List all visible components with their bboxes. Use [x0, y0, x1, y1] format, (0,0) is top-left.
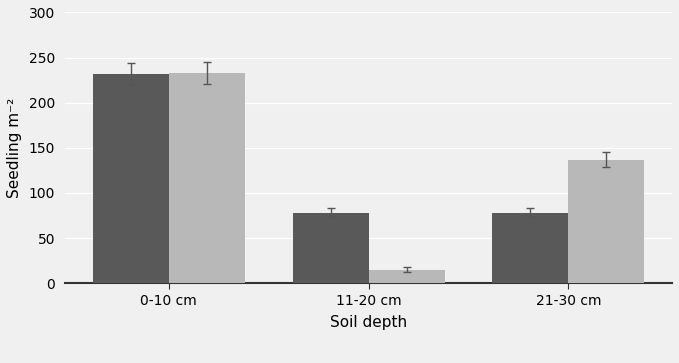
Bar [568, 159, 644, 283]
Bar [492, 213, 568, 283]
Bar [168, 73, 244, 283]
Bar [293, 213, 369, 283]
X-axis label: Soil depth: Soil depth [330, 314, 407, 330]
Bar [369, 270, 445, 283]
Y-axis label: Seedling m⁻²: Seedling m⁻² [7, 98, 22, 198]
Bar [92, 74, 168, 283]
